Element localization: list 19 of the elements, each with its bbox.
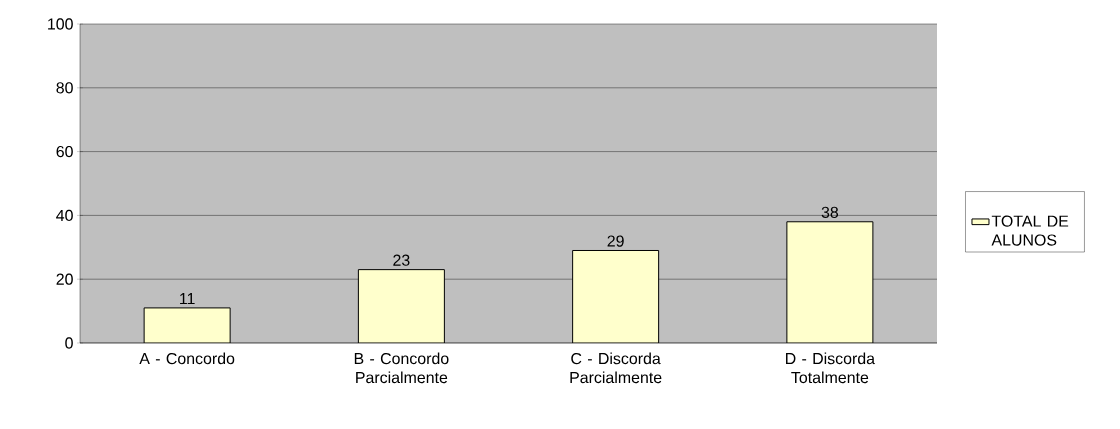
data-label: 23: [393, 254, 410, 266]
y-tick-label: 80: [56, 82, 73, 94]
y-tick-label: 20: [56, 273, 73, 285]
data-label: 11: [180, 293, 195, 305]
x-tick-label: C - Discorda Parcialmente: [570, 352, 662, 384]
x-tick-label: A - Concordo: [139, 352, 235, 365]
legend-label: TOTAL DE ALUNOS: [991, 215, 1069, 246]
y-tick-label: 0: [65, 337, 73, 349]
y-tick-label: 60: [56, 145, 73, 158]
bar: [143, 307, 231, 343]
x-tick-label: D - Discorda Totalmente: [786, 352, 876, 384]
data-label: 38: [821, 206, 839, 218]
x-tick-label: B - Concordo Parcialmente: [354, 352, 449, 384]
bar: [357, 269, 445, 343]
data-label: 29: [607, 235, 624, 247]
y-tick-label: 100: [48, 18, 73, 30]
bar: [786, 221, 874, 343]
y-tick-label: 40: [56, 209, 73, 222]
bar: [572, 249, 660, 343]
